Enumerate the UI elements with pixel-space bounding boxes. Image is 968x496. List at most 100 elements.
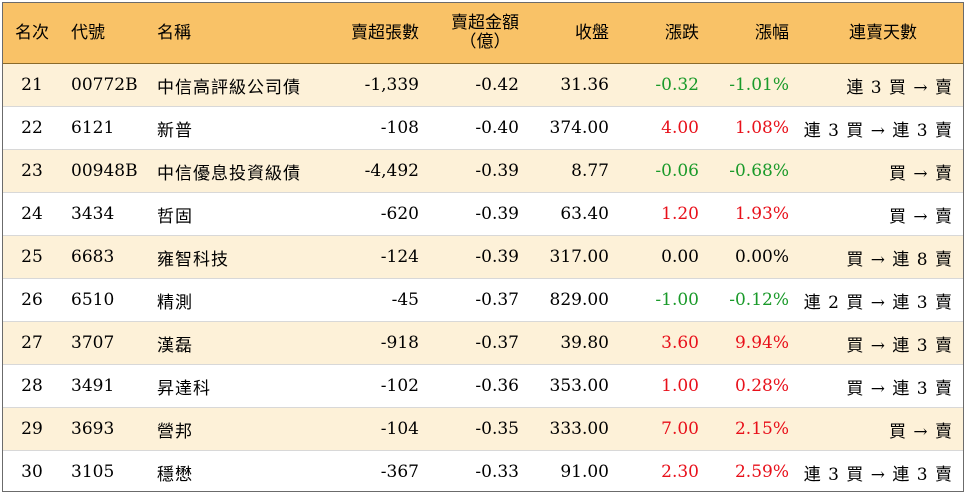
cell-change-pct: 0.00% [734, 247, 789, 267]
cell-code: 3693 [71, 419, 115, 439]
cell-change: -1.00 [655, 290, 699, 310]
cell-net-sell-amount: -0.39 [475, 204, 519, 224]
cell-name: 雍智科技 [157, 249, 229, 270]
cell-net-sell-lots: -4,492 [364, 161, 419, 181]
cell-close: 31.36 [560, 75, 609, 95]
cell-streak: 買 → 連 3 賣 [846, 378, 953, 399]
cell-change-pct: 2.15% [734, 419, 789, 439]
header-net-sell-amount-line2: （億） [459, 32, 511, 52]
header-net-sell-lots[interactable]: 賣超張數 [331, 3, 431, 64]
cell-net-sell-amount: -0.40 [475, 118, 519, 138]
cell-close: 353.00 [549, 376, 609, 396]
table-row[interactable]: 26 6510 精測 -45 -0.37 829.00 -1.00 -0.12% 連 2 買 →… [3, 278, 963, 322]
cell-code: 00948B [71, 161, 138, 181]
cell-net-sell-lots: -918 [380, 333, 419, 353]
header-rank[interactable]: 名次 [3, 3, 61, 64]
cell-streak: 買 → 賣 [888, 421, 953, 442]
cell-name: 新普 [157, 120, 193, 141]
cell-net-sell-amount: -0.37 [475, 290, 519, 310]
cell-name: 哲固 [157, 206, 193, 227]
cell-close: 317.00 [549, 247, 609, 267]
cell-change: 2.30 [661, 462, 699, 482]
cell-change: 4.00 [661, 118, 699, 138]
cell-streak: 買 → 賣 [888, 206, 953, 227]
cell-change-pct: -0.12% [729, 290, 789, 310]
cell-rank: 26 [21, 290, 43, 310]
cell-code: 00772B [71, 75, 138, 95]
cell-code: 3707 [71, 333, 115, 353]
net-sell-ranking-table: 名次 代號 名稱 賣超張數 賣超金額 （億） 收盤 漲跌 漲幅 連賣天數 21 0… [3, 3, 963, 491]
cell-rank: 21 [21, 75, 43, 95]
cell-net-sell-amount: -0.42 [475, 75, 519, 95]
header-streak[interactable]: 連賣天數 [801, 3, 963, 64]
cell-streak: 買 → 連 8 賣 [846, 249, 953, 270]
cell-rank: 23 [21, 161, 43, 181]
cell-name: 精測 [157, 292, 193, 313]
cell-streak: 買 → 賣 [888, 163, 953, 184]
cell-code: 6510 [71, 290, 115, 310]
cell-rank: 22 [21, 118, 43, 138]
cell-change-pct: 2.59% [734, 462, 789, 482]
cell-code: 6121 [71, 118, 115, 138]
header-code[interactable]: 代號 [61, 3, 147, 64]
cell-net-sell-lots: -124 [380, 247, 419, 267]
cell-net-sell-amount: -0.36 [475, 376, 519, 396]
cell-rank: 25 [21, 247, 43, 267]
cell-close: 374.00 [549, 118, 609, 138]
table-row[interactable]: 24 3434 哲固 -620 -0.39 63.40 1.20 1.93% 買 → 賣 [3, 192, 963, 236]
header-net-sell-amount[interactable]: 賣超金額 （億） [431, 3, 531, 64]
cell-change-pct: 1.08% [734, 118, 789, 138]
header-net-sell-amount-line1: 賣超金額 [451, 13, 519, 34]
cell-net-sell-lots: -108 [380, 118, 419, 138]
cell-name: 穩懋 [157, 464, 193, 485]
cell-code: 3434 [71, 204, 115, 224]
table-row[interactable]: 22 6121 新普 -108 -0.40 374.00 4.00 1.08% 連 3 買 → … [3, 106, 963, 150]
cell-close: 39.80 [560, 333, 609, 353]
table-body: 21 00772B 中信高評級公司債 -1,339 -0.42 31.36 -0.32 -1.… [3, 63, 963, 491]
cell-name: 營邦 [157, 421, 193, 442]
header-change[interactable]: 漲跌 [621, 3, 711, 64]
cell-name: 昇達科 [157, 378, 211, 399]
header-change-pct[interactable]: 漲幅 [711, 3, 801, 64]
cell-rank: 30 [21, 462, 43, 482]
cell-net-sell-lots: -45 [391, 290, 419, 310]
cell-net-sell-amount: -0.39 [475, 247, 519, 267]
cell-net-sell-lots: -104 [380, 419, 419, 439]
cell-close: 91.00 [560, 462, 609, 482]
cell-change: 3.60 [661, 333, 699, 353]
cell-change-pct: -1.01% [729, 75, 789, 95]
cell-change-pct: 9.94% [734, 333, 789, 353]
cell-change: -0.32 [655, 75, 699, 95]
cell-net-sell-lots: -367 [380, 462, 419, 482]
table-row[interactable]: 23 00948B 中信優息投資級債 -4,492 -0.39 8.77 -0.06 -0.6… [3, 149, 963, 193]
cell-change-pct: 1.93% [734, 204, 789, 224]
cell-streak: 連 3 買 → 連 3 賣 [803, 120, 953, 141]
table-row[interactable]: 25 6683 雍智科技 -124 -0.39 317.00 0.00 0.00% 買 → 連 … [3, 235, 963, 279]
cell-code: 3491 [71, 376, 115, 396]
header-name[interactable]: 名稱 [147, 3, 331, 64]
header-close[interactable]: 收盤 [531, 3, 621, 64]
cell-rank: 28 [21, 376, 43, 396]
table-header-row: 名次 代號 名稱 賣超張數 賣超金額 （億） 收盤 漲跌 漲幅 連賣天數 [3, 3, 963, 64]
header-net-sell-amount-label: 賣超金額 （億） [451, 14, 519, 51]
cell-rank: 24 [21, 204, 43, 224]
cell-close: 829.00 [549, 290, 609, 310]
table-row[interactable]: 28 3491 昇達科 -102 -0.36 353.00 1.00 0.28% 買 → 連 3… [3, 364, 963, 408]
cell-net-sell-lots: -102 [380, 376, 419, 396]
table-row[interactable]: 30 3105 穩懋 -367 -0.33 91.00 2.30 2.59% 連 3 買 → 連… [3, 450, 963, 491]
cell-change-pct: 0.28% [734, 376, 789, 396]
table-row[interactable]: 21 00772B 中信高評級公司債 -1,339 -0.42 31.36 -0.32 -1.… [3, 63, 963, 107]
cell-streak: 連 3 買 → 連 3 賣 [803, 464, 953, 485]
cell-code: 3105 [71, 462, 115, 482]
table-row[interactable]: 27 3707 漢磊 -918 -0.37 39.80 3.60 9.94% 買 → 連 3 賣 [3, 321, 963, 365]
cell-code: 6683 [71, 247, 115, 267]
cell-streak: 連 3 買 → 賣 [846, 77, 953, 98]
cell-close: 333.00 [549, 419, 609, 439]
cell-net-sell-amount: -0.35 [475, 419, 519, 439]
table-row[interactable]: 29 3693 營邦 -104 -0.35 333.00 7.00 2.15% 買 → 賣 [3, 407, 963, 451]
cell-net-sell-lots: -620 [380, 204, 419, 224]
cell-rank: 27 [21, 333, 43, 353]
cell-close: 63.40 [560, 204, 609, 224]
cell-change: 0.00 [661, 247, 699, 267]
